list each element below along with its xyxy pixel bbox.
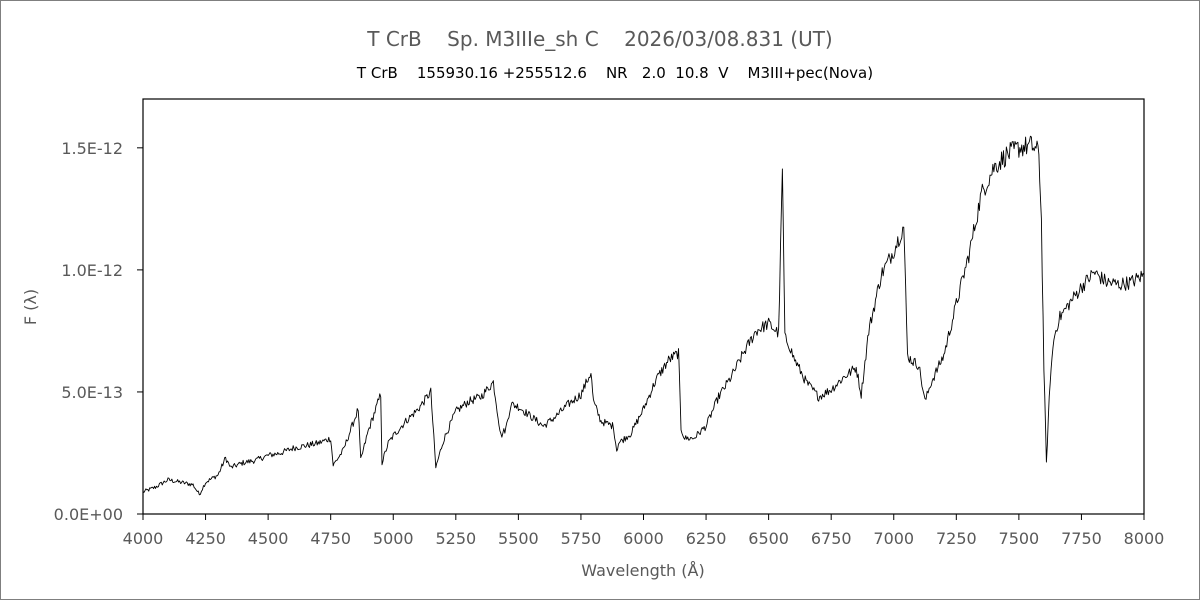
x-tick-label: 5750 bbox=[561, 529, 602, 548]
y-axis: 0.0E+00 5.0E-13 1.0E-12 1.5E-12 bbox=[54, 139, 143, 524]
x-tick-label: 4750 bbox=[310, 529, 351, 548]
y-tick-label: 1.0E-12 bbox=[61, 261, 123, 280]
x-tick-label: 8000 bbox=[1124, 529, 1165, 548]
x-tick-label: 7250 bbox=[936, 529, 977, 548]
chart-subtitle: T CrB 155930.16 +255512.6 NR 2.0 10.8 V … bbox=[356, 64, 874, 82]
x-axis-title: Wavelength (Å) bbox=[581, 561, 704, 580]
y-axis-title: F (λ) bbox=[21, 289, 40, 325]
x-tick-label: 4000 bbox=[123, 529, 164, 548]
x-tick-label: 6750 bbox=[811, 529, 852, 548]
plot-area bbox=[142, 98, 1145, 515]
x-tick-label: 6000 bbox=[623, 529, 664, 548]
y-tick-label: 1.5E-12 bbox=[61, 139, 123, 158]
x-tick-label: 7750 bbox=[1061, 529, 1102, 548]
x-tick-label: 4250 bbox=[185, 529, 226, 548]
x-tick-label: 5500 bbox=[498, 529, 539, 548]
x-tick-label: 6250 bbox=[686, 529, 727, 548]
x-tick-label: 7000 bbox=[873, 529, 914, 548]
x-tick-label: 6500 bbox=[748, 529, 789, 548]
y-tick-label: 0.0E+00 bbox=[54, 505, 123, 524]
x-tick-label: 5250 bbox=[435, 529, 476, 548]
y-tick-label: 5.0E-13 bbox=[61, 383, 123, 402]
spectrum-line bbox=[142, 135, 1145, 496]
x-tick-label: 7500 bbox=[999, 529, 1040, 548]
x-axis: 4000 4250 4500 4750 5000 5250 5500 5750 6000 6250… bbox=[123, 514, 1165, 548]
chart-title: T CrB Sp. M3IIIe_sh C 2026/03/08.831 (UT… bbox=[367, 27, 833, 51]
x-tick-label: 4500 bbox=[248, 529, 289, 548]
x-tick-label: 5000 bbox=[373, 529, 414, 548]
